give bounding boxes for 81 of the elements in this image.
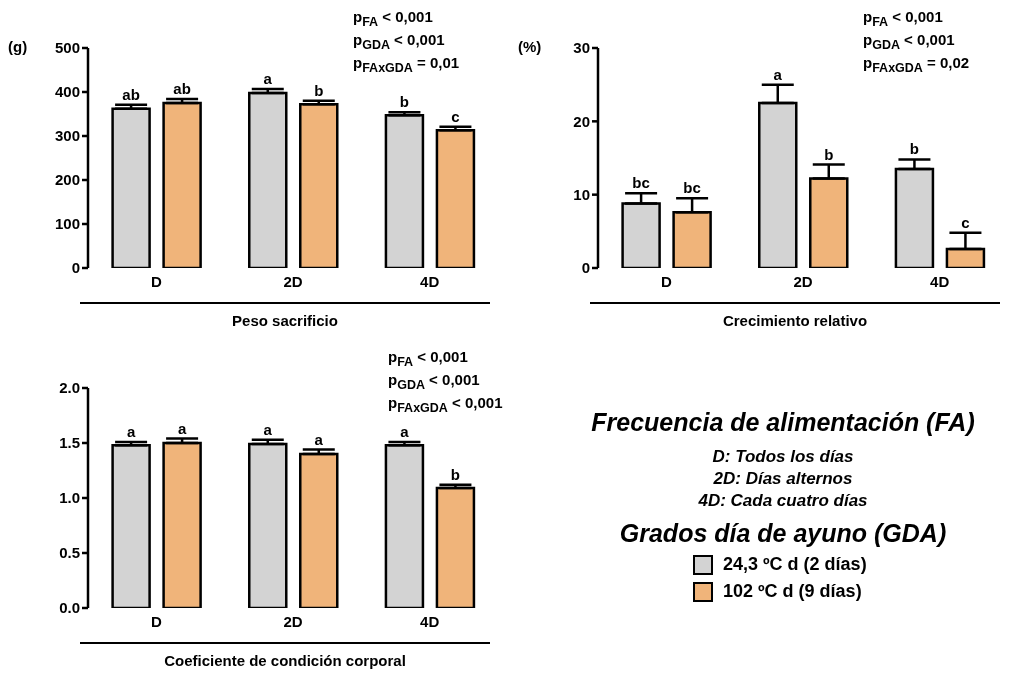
y-tick-label: 1.0 xyxy=(59,489,80,507)
x-tick-label: 2D xyxy=(283,272,303,290)
data-label: b xyxy=(909,140,920,158)
annotation: p$_{FAxGDA}$ < 0,001 xyxy=(388,394,503,417)
legend-label: 102 ºC d (9 días) xyxy=(723,581,862,602)
y-tick-label: 0.0 xyxy=(59,599,80,617)
data-label: a xyxy=(400,422,410,440)
y-tick-label: 500 xyxy=(54,39,80,57)
x-tick-label: 4D xyxy=(420,272,440,290)
text: 2D: Días alternos xyxy=(712,469,854,489)
bar xyxy=(621,202,661,268)
data-label: bc xyxy=(683,179,701,197)
text: p$_{FA}$ < 0,001 xyxy=(388,348,469,371)
bar xyxy=(162,441,202,608)
y-tick-label: 300 xyxy=(54,127,80,145)
y-tick-label: 0 xyxy=(71,259,80,277)
bar xyxy=(248,442,288,608)
text: D: Todos los días xyxy=(711,447,855,467)
y-tick-label: 0.5 xyxy=(59,544,80,562)
data-label: ab xyxy=(173,80,191,98)
y-tick-label: 2.0 xyxy=(59,379,80,397)
y-tick-label: 10 xyxy=(573,185,590,203)
annotation: p$_{GDA}$ < 0,001 xyxy=(863,31,956,54)
x-tick-label: D xyxy=(660,272,672,290)
y-tick-label: 0 xyxy=(581,259,590,277)
bar xyxy=(248,91,288,268)
text: 4D: Cada cuatro días xyxy=(697,491,869,511)
bar xyxy=(299,103,339,268)
y-tick-label: 400 xyxy=(54,83,80,101)
bar xyxy=(299,452,339,608)
bar xyxy=(435,486,476,608)
bar xyxy=(758,101,798,268)
x-axis-title: Coeficiente de condición corporal xyxy=(80,642,490,669)
data-label: a xyxy=(314,430,324,448)
y-tick-label: 30 xyxy=(573,39,590,57)
text: p$_{FA}$ < 0,001 xyxy=(353,8,434,31)
bar xyxy=(162,101,202,268)
x-tick-label: D xyxy=(150,272,162,290)
bar xyxy=(809,177,849,268)
data-label: a xyxy=(773,65,783,83)
bar xyxy=(945,247,986,268)
text: p$_{FA}$ < 0,001 xyxy=(863,8,944,31)
x-tick-label: 2D xyxy=(793,272,813,290)
data-label: a xyxy=(126,422,136,440)
annotation: p$_{FAxGDA}$ = 0,01 xyxy=(353,54,460,77)
legend-label: 24,3 ºC d (2 días) xyxy=(723,554,867,575)
bar xyxy=(894,167,935,268)
legend-title: Grados día de ayuno (GDA) xyxy=(618,519,948,548)
data-label: c xyxy=(961,213,970,231)
y-tick-label: 200 xyxy=(54,171,80,189)
bar xyxy=(384,443,425,608)
x-axis-title: Peso sacrificio xyxy=(80,302,490,329)
y-axis-title: (g) xyxy=(8,38,28,55)
text: Frecuencia de alimentación (FA) xyxy=(590,408,976,437)
y-tick-label: 20 xyxy=(573,112,590,130)
data-label: c xyxy=(451,107,460,125)
bar xyxy=(384,114,425,268)
data-label: a xyxy=(263,420,273,438)
data-label: b xyxy=(399,93,410,111)
data-label: b xyxy=(450,465,461,483)
x-tick-label: D xyxy=(150,612,162,630)
bar xyxy=(435,129,476,268)
x-tick-label: 4D xyxy=(420,612,440,630)
annotation: p$_{FAxGDA}$ = 0,02 xyxy=(863,54,970,77)
bar xyxy=(111,107,151,268)
y-axis-title: (%) xyxy=(518,38,542,55)
x-tick-label: 4D xyxy=(930,272,950,290)
data-label: b xyxy=(314,81,324,99)
data-label: bc xyxy=(632,174,650,192)
bar xyxy=(672,211,712,268)
y-tick-label: 1.5 xyxy=(59,434,80,452)
annotation: p$_{GDA}$ < 0,001 xyxy=(388,371,481,394)
data-label: ab xyxy=(122,85,140,103)
x-tick-label: 2D xyxy=(283,612,303,630)
data-label: a xyxy=(263,69,273,87)
x-axis-title: Crecimiento relativo xyxy=(590,302,1000,329)
bar xyxy=(111,443,151,608)
data-label: b xyxy=(824,145,834,163)
annotation: p$_{GDA}$ < 0,001 xyxy=(353,31,446,54)
data-label: a xyxy=(177,419,187,437)
y-tick-label: 100 xyxy=(54,215,80,233)
